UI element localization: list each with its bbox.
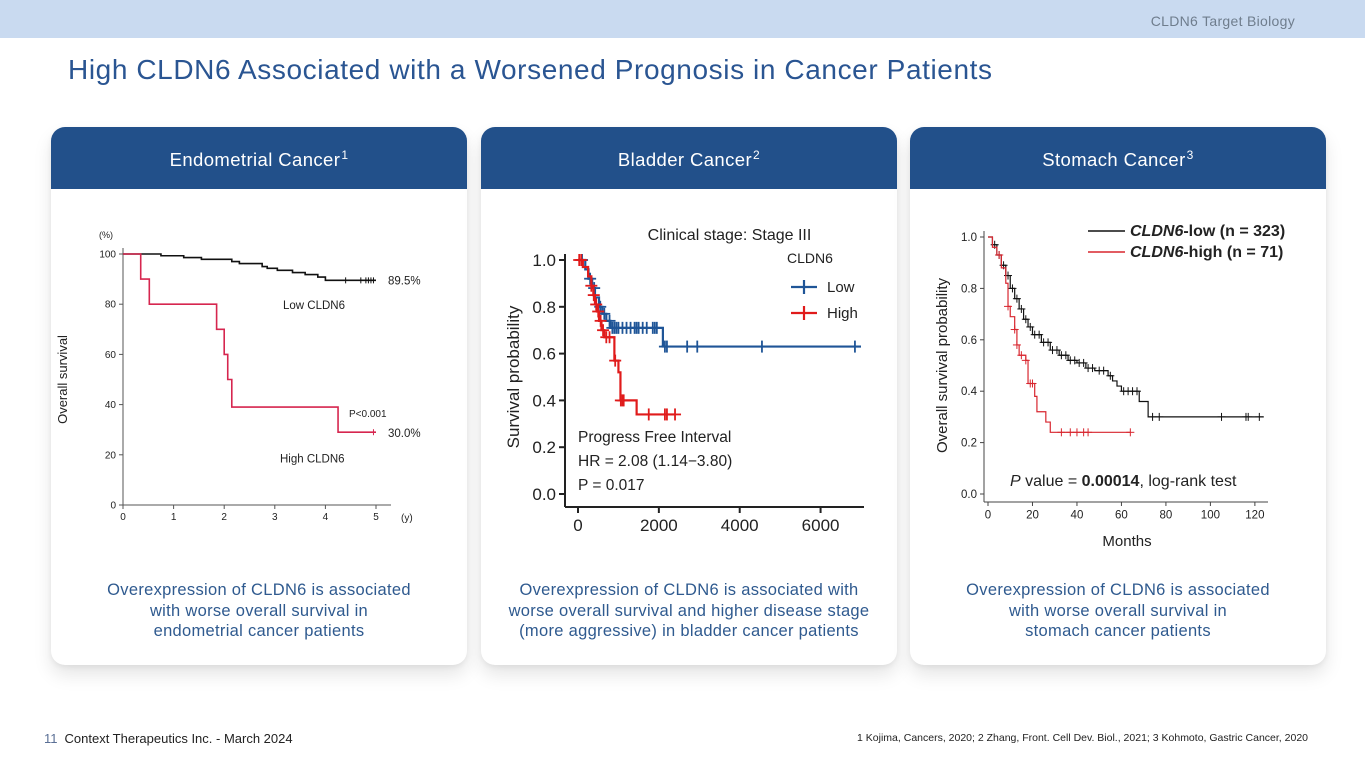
y-unit-label: (%) [99,230,113,240]
y-tick-label: 0 [110,501,116,512]
survival-curve-cldn6-high-n-71- [988,236,1131,433]
y-tick-label: 80 [105,300,117,311]
card-endometrial: Endometrial Cancer1 0 20 40 60 80 100 0 1 2 3 4 5 Ov… [51,127,467,665]
chart-title: Clinical stage: Stage III [648,227,812,244]
page-title: High CLDN6 Associated with a Worsened Pr… [68,54,993,85]
legend-label: CLDN6-high (n = 71) [1130,244,1283,261]
x-axis-label: Months [1102,533,1151,550]
x-tick-label: 0 [985,510,991,522]
y-tick-label: 0.2 [961,438,977,450]
x-tick-label: 5 [373,512,379,523]
y-tick-label: 0.0 [532,485,556,504]
survival-curve-low [578,258,861,348]
end-label-low: 89.5% [388,275,421,287]
end-label-high: 30.0% [388,428,421,440]
caption-line: with worse overall survival in [1008,601,1228,620]
y-axis-label: Overall survival [55,335,70,424]
x-tick-label: 60 [1115,510,1128,522]
x-axis-label: (y) [401,513,413,524]
y-tick-label: 0.0 [961,489,977,501]
caption-line: Overexpression of CLDN6 is associated [107,581,411,599]
y-axis-label: Overall survival probability [934,277,951,453]
x-tick-label: 6000 [802,516,840,535]
y-tick-label: 0.4 [961,386,978,398]
survival-curve-high-cldn6 [123,253,376,434]
y-tick-label: 0.8 [961,283,977,295]
x-tick-label: 120 [1245,510,1264,522]
card-caption: Overexpression of CLDN6 is associated wi… [491,580,887,642]
x-tick-label: 100 [1201,510,1220,522]
caption-line: with worse overall survival in [149,601,369,620]
card-title: Bladder Cancer [617,149,753,170]
x-tick-label: 40 [1071,510,1084,522]
page-number: 11 [44,731,58,746]
y-tick-label: 40 [105,400,117,411]
bladder-survival-chart: 0.0 0.2 0.4 0.6 0.8 1.0 0 2000 4000 6000 Survival … [481,207,897,567]
caption-line: Overexpression of CLDN6 is associated wi… [519,581,859,599]
survival-curve-low-cldn6 [123,253,376,282]
legend-label: CLDN6-low (n = 323) [1130,223,1285,240]
y-tick-label: 60 [105,350,117,361]
stomach-survival-chart: 0.0 0.2 0.4 0.6 0.8 1.0 0 20 40 60 80 100 120 Overall… [910,207,1326,567]
x-tick-label: 0 [120,512,126,523]
card-title: Endometrial Cancer [169,149,341,170]
section-label: CLDN6 Target Biology [1150,13,1295,29]
chart-svg: 0 20 40 60 80 100 0 1 2 3 4 5 Overall survival (%) (y)… [55,230,421,524]
x-tick-label: 20 [1026,510,1039,522]
reference-mark: 2 [753,148,761,162]
y-tick-label: 1.0 [961,232,977,244]
card-header: Endometrial Cancer1 [51,127,467,189]
x-tick-label: 2 [221,512,227,523]
x-tick-label: 0 [573,516,582,535]
footer-left: 11 Context Therapeutics Inc. - March 2024 [44,731,293,746]
p-value-annotation: P value = 0.00014, log-rank test [1010,473,1237,490]
reference-mark: 1 [341,148,349,162]
y-tick-label: 0.6 [961,335,977,347]
y-tick-label: 0.8 [532,298,556,317]
annotation-hr: HR = 2.08 (1.14−3.80) [578,453,732,470]
legend-label: Low [827,279,855,296]
chart-svg: 0.0 0.2 0.4 0.6 0.8 1.0 0 20 40 60 80 100 120 Overall… [934,223,1285,550]
series-label-low: Low CLDN6 [283,300,345,312]
x-tick-label: 4000 [721,516,759,535]
caption-line: stomach cancer patients [1025,622,1211,640]
y-tick-label: 0.4 [532,391,556,410]
annotation-p-value: P = 0.017 [578,477,645,494]
annotation-interval: Progress Free Interval [578,429,731,446]
card-bladder: Bladder Cancer2 0.0 0.2 0.4 0.6 0.8 1.0 0 2000 4… [481,127,897,665]
reference-mark: 3 [1186,148,1194,162]
y-tick-label: 20 [105,450,117,461]
chart-svg: 0.0 0.2 0.4 0.6 0.8 1.0 0 2000 4000 6000 Survival … [504,227,864,535]
card-title: Stomach Cancer [1042,149,1186,170]
y-axis-label: Survival probability [504,305,523,448]
card-caption: Overexpression of CLDN6 is associated wi… [920,580,1316,642]
x-tick-label: 80 [1160,510,1173,522]
top-band [0,0,1365,38]
caption-line: Overexpression of CLDN6 is associated [966,581,1270,599]
legend-label: High [827,305,858,322]
endometrial-survival-chart: 0 20 40 60 80 100 0 1 2 3 4 5 Overall survival (%) (y)… [51,207,467,567]
caption-line: worse overall survival and higher diseas… [508,601,870,620]
x-tick-label: 4 [323,512,329,523]
x-tick-label: 1 [171,512,177,523]
x-tick-label: 3 [272,512,278,523]
footer-references: 1 Kojima, Cancers, 2020; 2 Zhang, Front.… [857,732,1308,744]
caption-line: endometrial cancer patients [153,622,365,640]
series-label-high: High CLDN6 [280,453,345,465]
card-header: Bladder Cancer2 [481,127,897,189]
card-stomach: Stomach Cancer3 0.0 0.2 0.4 0.6 0.8 1.0 0 20 40 6… [910,127,1326,665]
y-tick-label: 0.2 [532,438,556,457]
legend-title: CLDN6 [787,250,833,266]
x-tick-label: 2000 [640,516,678,535]
card-header: Stomach Cancer3 [910,127,1326,189]
y-tick-label: 100 [99,250,116,261]
p-value-annotation: P<0.001 [349,409,387,420]
y-tick-label: 0.6 [532,345,556,364]
card-caption: Overexpression of CLDN6 is associated wi… [61,580,457,642]
y-tick-label: 1.0 [532,251,556,270]
company-date: Context Therapeutics Inc. - March 2024 [64,731,293,746]
caption-line: (more aggressive) in bladder cancer pati… [519,622,859,640]
